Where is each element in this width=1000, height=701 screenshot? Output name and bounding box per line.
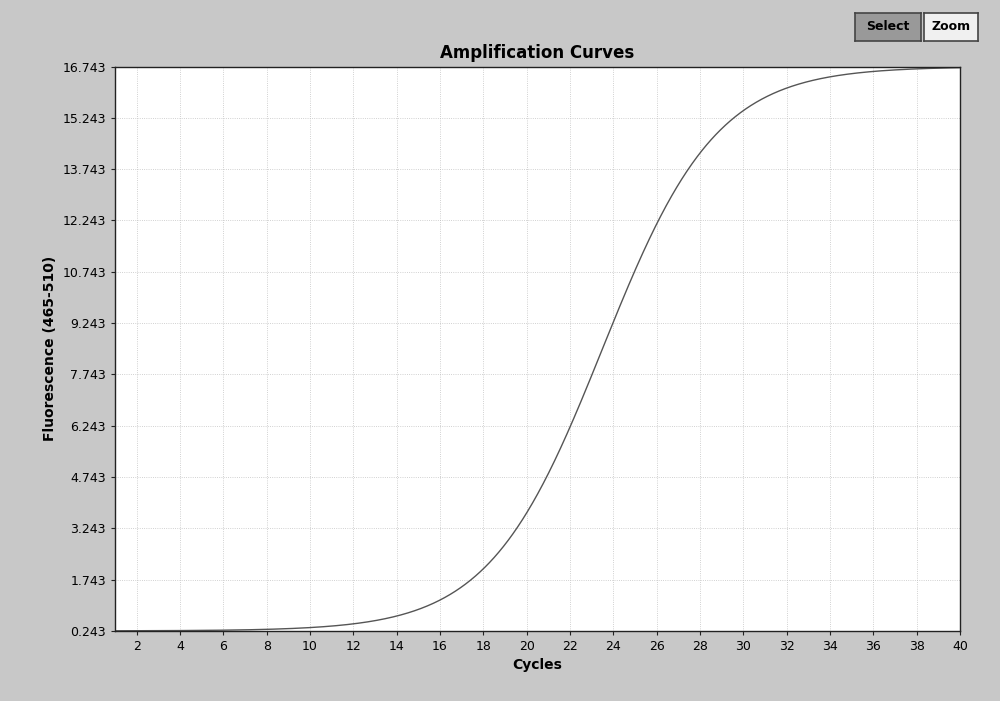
- Text: Select: Select: [866, 20, 910, 33]
- Y-axis label: Fluorescence (465-510): Fluorescence (465-510): [43, 256, 57, 442]
- Title: Amplification Curves: Amplification Curves: [440, 44, 635, 62]
- X-axis label: Cycles: Cycles: [513, 658, 562, 672]
- Text: Zoom: Zoom: [931, 20, 971, 33]
